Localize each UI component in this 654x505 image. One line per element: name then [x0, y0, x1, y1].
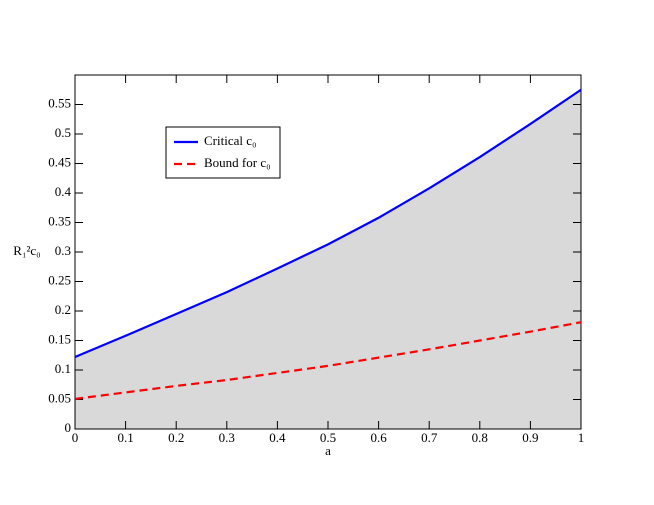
series-line [74, 321, 582, 401]
x-tick-label: 0.4 [269, 430, 286, 445]
legend-label: Bound for c₀ [204, 155, 271, 170]
x-tick-label: 0.7 [421, 430, 438, 445]
y-tick-label: 0.35 [48, 213, 71, 228]
y-tick-label: 0.55 [48, 95, 71, 110]
x-tick-label: 0.5 [320, 430, 336, 445]
x-tick-label: 0.9 [522, 430, 538, 445]
x-tick-label: 0.6 [370, 430, 387, 445]
legend-box [165, 126, 281, 179]
y-axis-label: R₁²c₀ [13, 243, 40, 258]
y-tick-label: 0.45 [48, 154, 71, 169]
y-tick-label: 0.2 [55, 302, 71, 317]
x-tick-label: 0.3 [219, 430, 235, 445]
x-tick-label: 0.2 [168, 430, 184, 445]
legend-label: Critical c₀ [204, 133, 257, 148]
x-tick-label: 0 [72, 430, 79, 445]
y-tick-label: 0.3 [55, 243, 71, 258]
y-tick-label: 0.15 [48, 331, 71, 346]
y-tick-label: 0.25 [48, 272, 71, 287]
y-tick-label: 0.5 [55, 125, 71, 140]
y-tick-label: 0.1 [55, 361, 71, 376]
y-tick-label: 0.05 [48, 390, 71, 405]
y-tick-label: 0 [65, 420, 72, 435]
series-line [74, 88, 582, 359]
x-tick-label: 0.1 [117, 430, 133, 445]
x-tick-label: 1 [578, 430, 585, 445]
y-tick-label: 0.4 [55, 184, 72, 199]
x-axis-label: a [325, 443, 331, 458]
x-tick-label: 0.8 [472, 430, 488, 445]
